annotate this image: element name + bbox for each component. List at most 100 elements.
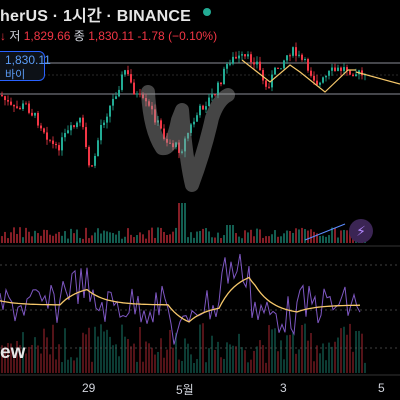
candle-body xyxy=(328,70,330,76)
osc-histogram-bar xyxy=(175,332,177,373)
osc-histogram-bar xyxy=(157,351,159,373)
volume-bar xyxy=(22,237,24,243)
osc-histogram-bar xyxy=(286,335,288,373)
candle-body xyxy=(124,70,126,75)
volume-bars xyxy=(1,203,366,243)
osc-histogram-bar xyxy=(115,344,117,373)
osc-histogram-bar xyxy=(199,324,201,373)
volume-bar xyxy=(4,231,6,243)
close-value: 1,830.11 xyxy=(88,29,135,43)
volume-bar xyxy=(283,233,285,243)
osc-histogram-bar xyxy=(262,345,264,373)
candle-body xyxy=(16,106,18,108)
sell-button[interactable]: 1,830.11 바이 xyxy=(0,51,51,81)
candle-body xyxy=(157,120,159,123)
osc-histogram-bar xyxy=(82,332,84,373)
price-lines xyxy=(0,62,400,376)
candle-body xyxy=(268,86,270,88)
candle-body xyxy=(103,122,105,125)
volume-bar xyxy=(88,238,90,243)
osc-histogram-bar xyxy=(244,350,246,373)
volume-bar xyxy=(340,230,342,243)
volume-bar xyxy=(277,236,279,243)
volume-bar xyxy=(106,231,108,243)
candle-body xyxy=(94,156,96,166)
osc-histogram-bar xyxy=(196,359,198,373)
candle-body xyxy=(61,137,63,151)
candle-body xyxy=(64,133,66,138)
osc-histogram-bar xyxy=(127,339,129,373)
candle-body xyxy=(181,151,183,153)
osc-histogram-bar xyxy=(340,328,342,373)
candle-body xyxy=(82,117,84,128)
candle-body xyxy=(160,120,162,129)
volume-bar xyxy=(319,235,321,243)
osc-histogram-bar xyxy=(121,324,123,373)
volume-bar xyxy=(199,230,201,243)
change-value: -1.78 xyxy=(137,29,165,43)
volume-bar xyxy=(70,228,72,243)
volume-bar xyxy=(118,230,120,243)
volume-bar xyxy=(85,227,87,243)
volume-bar xyxy=(1,236,3,243)
volume-bar xyxy=(100,233,102,243)
osc-histogram-bar xyxy=(211,335,213,373)
osc-histogram-bar xyxy=(64,328,66,373)
osc-histogram-bar xyxy=(97,336,99,373)
osc-histogram-bar xyxy=(217,341,219,373)
candle-body xyxy=(88,147,90,166)
candle-body xyxy=(163,128,165,139)
arrow-down-icon: ↓ xyxy=(0,29,6,43)
candle-body xyxy=(49,139,51,141)
osc-histogram-bar xyxy=(100,324,102,373)
volume-bar xyxy=(181,203,183,243)
osc-histogram-bar xyxy=(223,358,225,373)
candle-body xyxy=(250,54,252,63)
volume-bar xyxy=(49,234,51,243)
volume-bar xyxy=(43,229,45,243)
osc-histogram-bar xyxy=(280,340,282,373)
osc-histogram-bar xyxy=(253,350,255,373)
osc-histogram-bar xyxy=(220,357,222,373)
volume-bar xyxy=(112,232,114,243)
osc-histogram-bar xyxy=(136,361,138,373)
osc-histogram-bar xyxy=(148,343,150,373)
volume-bar xyxy=(175,227,177,243)
osc-histogram-bar xyxy=(160,338,162,373)
candlesticks xyxy=(1,42,366,169)
oscillator-line xyxy=(0,253,361,345)
volume-bar xyxy=(58,231,60,243)
volume-bar xyxy=(157,227,159,243)
candle-body xyxy=(220,82,222,85)
lightning-icon[interactable]: ⚡ xyxy=(349,219,373,243)
osc-histogram-bar xyxy=(337,337,339,373)
volume-bar xyxy=(124,236,126,243)
volume-bar xyxy=(196,231,198,243)
osc-histogram-bar xyxy=(154,354,156,373)
osc-histogram-bar xyxy=(352,351,354,373)
volume-bar xyxy=(295,228,297,243)
candle-body xyxy=(352,74,354,77)
osc-histogram-bar xyxy=(91,361,93,373)
candle-body xyxy=(142,94,144,99)
osc-histogram-bar xyxy=(103,331,105,373)
indicator-label: ew xyxy=(0,342,26,363)
candle-body xyxy=(289,55,291,57)
symbol-title[interactable]: herUS · 1시간 · BINANCE xyxy=(0,8,191,25)
osc-histogram-bar xyxy=(322,343,324,373)
osc-histogram-bar xyxy=(172,347,174,373)
volume-bar xyxy=(337,237,339,243)
osc-histogram-bar xyxy=(85,334,87,373)
candle-body xyxy=(10,101,12,105)
volume-bar xyxy=(208,231,210,243)
candle-body xyxy=(190,124,192,133)
volume-bar xyxy=(304,229,306,243)
osc-histogram-bar xyxy=(118,356,120,373)
candle-body xyxy=(280,68,282,70)
osc-histogram-bar xyxy=(301,325,303,373)
osc-histogram-bar xyxy=(61,362,63,373)
osc-histogram-bar xyxy=(358,330,360,373)
volume-bar xyxy=(274,230,276,243)
candle-body xyxy=(175,142,177,148)
